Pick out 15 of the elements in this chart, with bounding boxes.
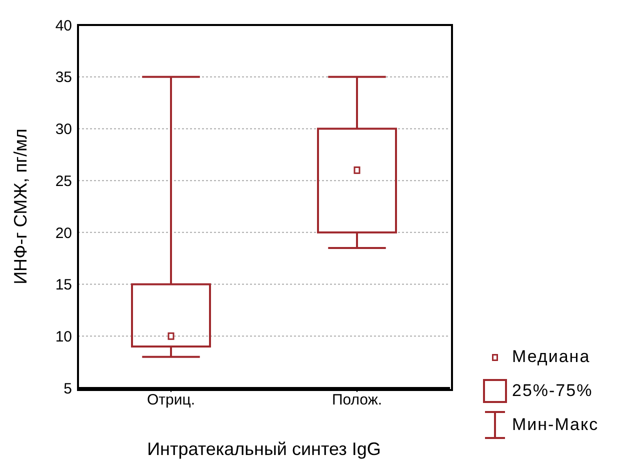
y-tick-label: 10 — [55, 328, 72, 346]
x-tick-label: Отриц. — [146, 392, 196, 409]
y-tick-label: 25 — [55, 172, 72, 190]
y-tick-label: 15 — [55, 276, 72, 294]
y-tick-label: 20 — [55, 224, 72, 242]
y-axis-title: ИНФ-г СМЖ, пг/мл — [10, 128, 30, 284]
text: Мин-Макс — [512, 415, 599, 435]
y-tick-label: 30 — [55, 121, 72, 138]
y-tick-label: 35 — [55, 69, 72, 86]
x-axis-title: Интратекальный синтез IgG — [147, 439, 381, 459]
x-tick-label: Полож. — [332, 392, 382, 409]
y-tick-label: 5 — [64, 380, 72, 398]
text: 25%-75% — [512, 381, 593, 401]
text: Медиана — [512, 347, 590, 367]
y-tick-label: 40 — [55, 17, 72, 34]
